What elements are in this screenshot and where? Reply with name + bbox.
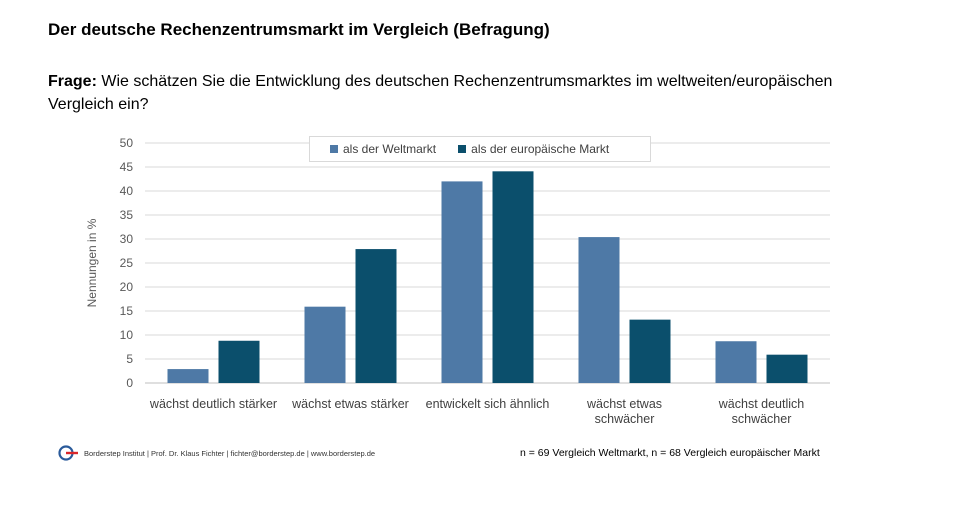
bar-weltmarkt xyxy=(304,306,346,383)
y-tick-label: 50 xyxy=(120,136,134,150)
x-category-label: wächst etwas xyxy=(586,397,662,411)
bar-weltmarkt xyxy=(167,369,209,383)
bar-weltmarkt xyxy=(441,181,483,383)
sample-size-note: n = 69 Vergleich Weltmarkt, n = 68 Vergl… xyxy=(520,447,820,459)
y-tick-label: 40 xyxy=(120,184,134,198)
question-label: Frage: xyxy=(48,73,97,90)
bar-weltmarkt xyxy=(578,237,620,383)
x-category-label: schwächer xyxy=(595,412,655,426)
legend-label-weltmarkt: als der Weltmarkt xyxy=(343,142,437,156)
legend-swatch-europaeisch xyxy=(458,145,467,153)
x-category-label: schwächer xyxy=(732,412,792,426)
y-tick-label: 20 xyxy=(120,280,134,294)
page-title: Der deutsche Rechenzentrumsmarkt im Verg… xyxy=(48,20,550,39)
chart-legend: als der Weltmarkt als der europäische Ma… xyxy=(309,136,651,162)
bar-europaeisch xyxy=(355,249,397,383)
borderstep-logo-icon xyxy=(58,445,78,461)
question: Frage: Wie schätzen Sie die Entwicklung … xyxy=(48,70,888,116)
legend-item-weltmarkt: als der Weltmarkt xyxy=(330,142,436,156)
legend-swatch-weltmarkt xyxy=(330,145,338,153)
x-category-label: wächst deutlich xyxy=(718,397,805,411)
y-tick-label: 30 xyxy=(120,232,134,246)
question-text: Wie schätzen Sie die Entwicklung des deu… xyxy=(48,73,833,113)
x-category-label: entwickelt sich ähnlich xyxy=(426,397,550,411)
y-tick-label: 15 xyxy=(120,304,134,318)
y-tick-label: 5 xyxy=(126,352,133,366)
footer-source-text: Borderstep Institut | Prof. Dr. Klaus Fi… xyxy=(84,448,376,458)
legend-label-europaeisch: als der europäische Markt xyxy=(471,142,610,156)
bar-europaeisch xyxy=(492,171,534,383)
legend-item-europaeisch: als der europäische Markt xyxy=(458,142,609,156)
y-axis-title: Nennungen in % xyxy=(85,218,99,307)
x-category-label: wächst etwas stärker xyxy=(291,397,409,411)
bar-europaeisch xyxy=(218,340,260,383)
x-category-label: wächst deutlich stärker xyxy=(149,397,277,411)
y-tick-label: 45 xyxy=(120,160,134,174)
y-tick-label: 0 xyxy=(126,376,133,390)
y-tick-label: 35 xyxy=(120,208,134,222)
bar-europaeisch xyxy=(629,319,671,383)
bar-europaeisch xyxy=(766,354,808,383)
y-tick-label: 10 xyxy=(120,328,134,342)
bar-weltmarkt xyxy=(715,341,757,383)
y-tick-label: 25 xyxy=(120,256,134,270)
footer-source: Borderstep Institut | Prof. Dr. Klaus Fi… xyxy=(58,445,375,461)
